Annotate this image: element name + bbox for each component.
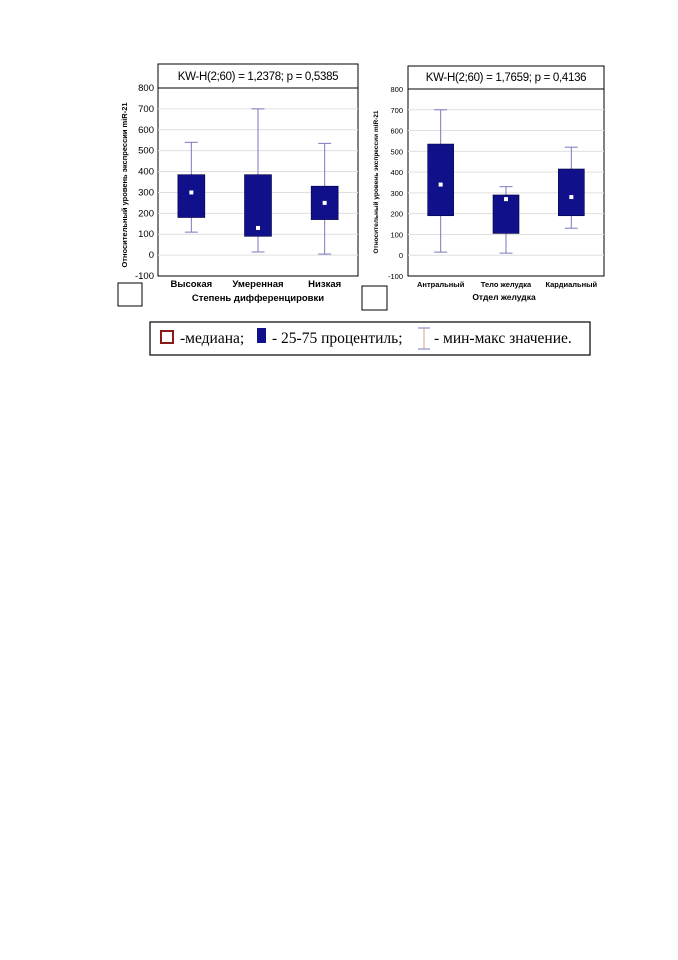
y-tick-label: 100 — [138, 229, 154, 240]
category-label: Умеренная — [232, 279, 283, 290]
category-label: Тело желудка — [481, 280, 532, 289]
chart-right-boxes — [427, 109, 585, 254]
box-1 — [427, 109, 454, 253]
chart-left-categories: Высокая Умеренная Низкая — [171, 279, 342, 290]
box-3 — [558, 146, 585, 229]
iqr-box — [177, 174, 206, 218]
legend-iqr-label: - 25-75 процентиль; — [272, 330, 403, 347]
chart-left-title-box — [157, 63, 359, 89]
box-2 — [244, 108, 272, 253]
category-label: Кардиальный — [545, 280, 597, 289]
y-tick-label: 200 — [138, 208, 154, 219]
legend-iqr-icon — [257, 328, 266, 343]
chart-right-categories: Антральный Тело желудка Кардиальный — [417, 280, 598, 289]
y-tick-label: 400 — [390, 168, 403, 177]
median-marker — [504, 197, 508, 202]
legend: -медиана; - 25-75 процентиль; - мин-макс… — [149, 321, 591, 356]
y-tick-label: -100 — [388, 272, 403, 281]
chart-left-boxes — [177, 108, 339, 255]
legend-minmax-icon — [418, 327, 430, 350]
box-1 — [177, 141, 206, 233]
chart-left-y-label: Относительный уровень экспрессии miR-21 — [120, 102, 129, 267]
iqr-box — [427, 143, 454, 217]
y-tick-label: 500 — [390, 147, 403, 156]
chart-left-panel-marker — [117, 282, 143, 307]
y-tick-label: 800 — [138, 83, 154, 94]
y-tick-label: 700 — [390, 106, 403, 115]
y-tick-label: 500 — [138, 146, 154, 157]
y-tick-label: 400 — [138, 167, 154, 178]
y-tick-label: 100 — [390, 230, 403, 239]
y-tick-label: 0 — [149, 250, 154, 261]
box-2 — [492, 186, 520, 254]
y-tick-label: -100 — [135, 271, 154, 282]
y-tick-label: 300 — [390, 189, 403, 198]
iqr-box — [492, 194, 520, 234]
chart-left-x-label: Степень дифференцировки — [192, 293, 324, 304]
chart-left-title: KW-H(2;60) = 1,2378; p = 0,5385 — [178, 71, 339, 83]
category-label: Высокая — [171, 279, 213, 290]
median-marker — [256, 225, 260, 230]
legend-frame — [149, 321, 591, 356]
chart-right-x-label: Отдел желудка — [472, 292, 536, 302]
chart-right-title: KW-H(2;60) = 1,7659; p = 0,4136 — [426, 72, 587, 84]
legend-median-icon — [160, 330, 174, 344]
y-tick-label: 800 — [390, 85, 403, 94]
legend-minmax-label: - мин-макс значение. — [434, 330, 572, 347]
y-tick-label: 600 — [138, 125, 154, 136]
chart-right: KW-H(2;60) = 1,7659; p = 0,4136 -100 0 100… — [361, 65, 605, 311]
chart-right-y-ticks: -100 0 100 200 300 400 500 600 700 800 — [388, 85, 403, 281]
chart-left: KW-H(2;60) = 1,2378; p = 0,5385 -100 0 100… — [117, 63, 359, 307]
category-label: Антральный — [417, 280, 465, 289]
y-tick-label: 700 — [138, 104, 154, 115]
chart-right-panel-marker — [361, 285, 388, 311]
y-tick-label: 300 — [138, 187, 154, 198]
chart-right-y-label: Относительный уровень экспрессии miR-21 — [372, 110, 380, 253]
category-label: Низкая — [308, 279, 341, 290]
box-3 — [310, 142, 339, 255]
iqr-box — [558, 168, 585, 217]
y-tick-label: 200 — [390, 210, 403, 219]
y-tick-label: 0 — [399, 251, 403, 260]
median-marker — [569, 195, 574, 200]
median-marker — [438, 182, 443, 187]
median-marker — [189, 190, 194, 195]
y-tick-label: 600 — [390, 127, 403, 136]
legend-median-label: -медиана; — [180, 330, 244, 347]
median-marker — [322, 200, 327, 205]
chart-left-y-ticks: -100 0 100 200 300 400 500 600 700 800 — [135, 83, 154, 282]
